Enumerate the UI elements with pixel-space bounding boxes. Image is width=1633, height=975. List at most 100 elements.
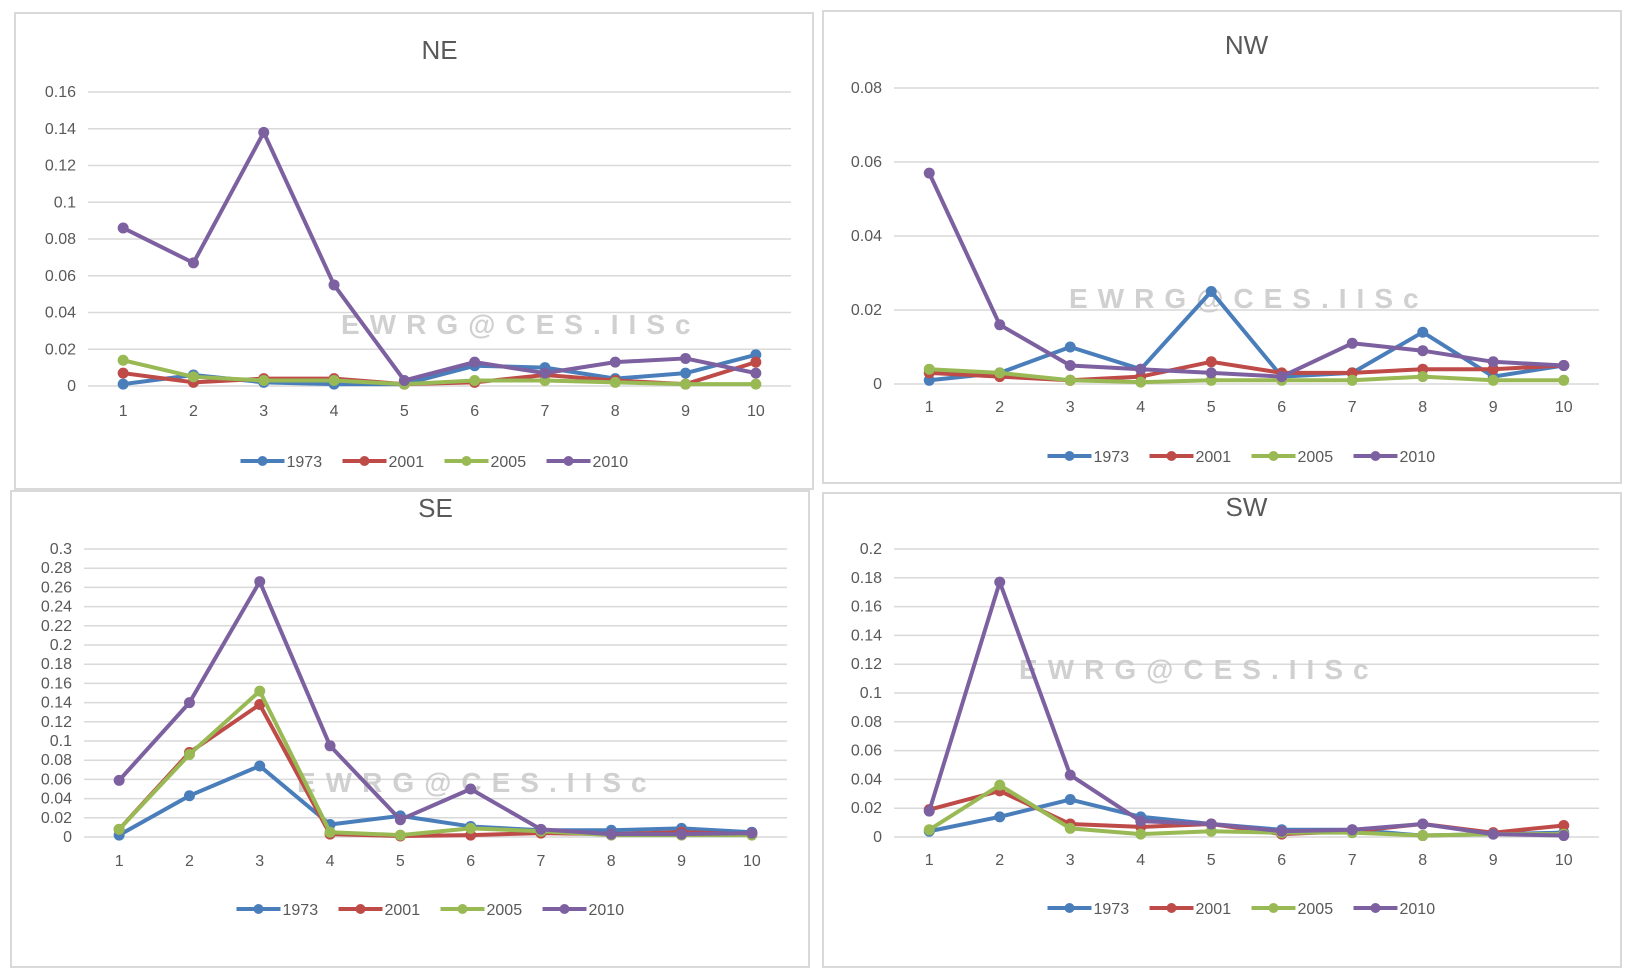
data-point-2010 [605,828,617,840]
data-point-2005 [994,367,1006,379]
data-point-2005 [324,826,336,838]
y-tick-label: 0.06 [41,771,72,788]
x-tick-label: 2 [995,399,1004,416]
data-point-2010 [750,367,762,379]
y-tick-label: 0.06 [851,743,882,760]
y-tick-label: 0.1 [860,685,882,702]
x-tick-label: 3 [255,853,264,870]
y-tick-label: 0.08 [851,80,882,97]
line-chart-nw: NW 0 0.02 0.04 0.06 0.08 1 2 3 4 5 6 7 8 9 10 EWRG@CES.I… [851,30,1599,466]
series-line-2010 [117,579,752,837]
data-point-2010 [1064,360,1076,371]
legend-swatch-marker [1166,903,1177,913]
legend-item-2010: 2010 [542,902,624,919]
data-point-1973 [1417,326,1429,338]
x-tick-label: 1 [925,399,934,416]
data-point-2005 [750,378,762,390]
legend-item-2001: 2001 [338,902,420,919]
x-tick-label: 5 [400,403,409,420]
legend-item-2005: 2005 [440,902,522,919]
y-tick-label: 0.04 [41,791,72,808]
legend-item-2005: 2005 [1251,901,1333,918]
data-point-2005 [1417,371,1429,383]
x-tick-label: 6 [470,403,479,420]
data-point-2005 [1064,822,1076,834]
data-point-2005 [680,378,692,390]
legend-item-2010: 2010 [1353,901,1435,918]
chart-panel-sw: SW 0 0.02 0.04 0.06 0.08 0.1 0.12 0.14 0.16 0.18 0.… [822,492,1622,968]
series-line-2010 [927,172,1564,379]
watermark: EWRG@CES.IISc [341,309,701,340]
data-point-2010 [1558,360,1570,371]
data-point-2005 [469,374,481,386]
data-point-2005 [1417,830,1429,842]
x-tick-label: 9 [1489,399,1498,416]
data-point-2005 [923,363,935,375]
x-tick-label: 6 [1277,399,1286,416]
legend-item-2001: 2001 [342,454,424,471]
data-point-2010 [1346,337,1358,349]
chart-panel-nw: NW 0 0.02 0.04 0.06 0.08 1 2 3 4 5 6 7 8 9 10 EWRG@CES.I… [822,10,1622,484]
legend-item-1973: 1973 [236,902,318,919]
x-tick-label: 4 [1136,399,1145,416]
data-point-2010 [465,783,477,795]
y-tick-label: 0.02 [851,800,882,817]
data-point-2010 [923,167,935,179]
data-point-2010 [1276,371,1288,383]
legend-item-2005: 2005 [1251,449,1333,466]
legend-label: 1973 [1094,449,1130,466]
y-tick-label: 0.18 [41,656,72,673]
chart-title: NW [1225,30,1269,60]
legend-swatch-marker [1370,451,1381,461]
data-point-2005 [183,748,195,760]
data-point-2005 [258,374,270,386]
legend-item-2005: 2005 [444,454,526,471]
data-point-2001 [750,356,762,368]
data-point-2005 [254,685,266,697]
data-point-2010 [609,356,621,368]
legend-swatch-marker [1064,903,1075,913]
data-point-2010 [539,367,551,379]
x-tick-label: 4 [1136,852,1145,869]
chart-panel-ne: NE 0 0.02 0.04 0.06 0.08 0.1 0.12 0.14 0.16 1 2 3 4 5 6… [14,12,814,490]
y-tick-label: 0 [873,376,882,393]
legend-label: 2010 [1400,449,1436,466]
y-tick-label: 0.3 [50,541,72,558]
line-chart-sw: SW 0 0.02 0.04 0.06 0.08 0.1 0.12 0.14 0.16 0.18 0.… [851,494,1599,918]
legend-item-2001: 2001 [1149,449,1231,466]
watermark: EWRG@CES.IISc [1069,283,1429,314]
y-tick-label: 0.16 [851,599,882,616]
x-tick-label: 7 [540,403,549,420]
chart-title: SE [418,493,453,523]
y-tick-label: 0.14 [851,627,882,644]
data-point-2005 [609,376,621,388]
y-tick-label: 0 [873,829,882,846]
y-tick-label: 0.14 [41,695,72,712]
legend-label: 2001 [1196,901,1232,918]
x-tick-label: 8 [1418,852,1427,869]
data-point-2010 [1417,345,1429,357]
legend-item-1973: 1973 [1047,901,1129,918]
y-tick-label: 0 [67,378,76,395]
data-point-2005 [394,829,406,841]
data-point-2010 [676,828,688,840]
x-tick-label: 4 [330,403,339,420]
y-tick-label: 0.14 [45,121,76,138]
y-tick-label: 0.02 [851,302,882,319]
legend-swatch-marker [1064,451,1075,461]
chart-panel-se: SE 0 0.02 0.04 0.06 0.08 0.1 0.12 0.14 0.16 0.18 0.… [10,490,810,968]
y-tick-label: 0.08 [45,231,76,248]
x-tick-label: 10 [1555,852,1573,869]
x-tick-label: 5 [1207,399,1216,416]
x-tick-label: 2 [995,852,1004,869]
series-line-2005 [117,689,752,838]
x-tick-label: 9 [677,853,686,870]
data-point-2001 [117,367,129,379]
legend-swatch-marker [257,456,268,466]
chart-title: NE [421,35,457,65]
x-tick-label: 7 [1348,852,1357,869]
y-tick-label: 0.22 [41,618,72,635]
watermark: EWRG@CES.IISc [1019,654,1379,685]
data-point-2010 [117,222,129,234]
data-point-2010 [254,576,266,588]
